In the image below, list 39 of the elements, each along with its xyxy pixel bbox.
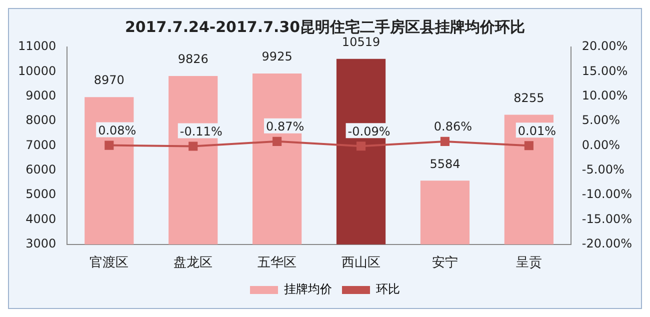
y2-tick-label: -20.00% — [582, 236, 632, 251]
y-tick-label: 9000 — [26, 88, 56, 102]
y2-tick-label: -15.00% — [582, 212, 632, 226]
y-tick-label: 4000 — [26, 212, 56, 226]
y2-tick-label: 5.00% — [582, 113, 620, 128]
legend-label: 环比 — [376, 282, 400, 296]
y-tick-label: 6000 — [26, 162, 56, 176]
data-label: 8970 — [94, 73, 124, 88]
x-tick-label: 西山区 — [342, 256, 381, 271]
x-tick-label: 呈贡 — [516, 256, 542, 271]
y2-tick-label: 15.00% — [582, 64, 628, 78]
data-label: 0.08% — [98, 123, 136, 138]
data-label: -0.11% — [180, 124, 222, 138]
x-tick-label: 五华区 — [258, 256, 297, 271]
y2-tick-label: -10.00% — [582, 187, 632, 202]
y2-tick-label: 0.00% — [582, 138, 620, 152]
y-tick-label: 10000 — [18, 64, 56, 78]
y2-tick-label: 10.00% — [582, 88, 628, 102]
x-tick-label: 官渡区 — [90, 254, 129, 271]
data-label: 5584 — [430, 156, 460, 171]
y-tick-label: 7000 — [26, 138, 56, 152]
y2-tick-label: 20.00% — [582, 39, 628, 54]
y-tick-label: 11000 — [18, 39, 56, 54]
data-label: 0.87% — [266, 120, 304, 134]
y-tick-label: 5000 — [26, 187, 56, 202]
data-label: 10519 — [342, 34, 380, 49]
data-label: 0.01% — [518, 124, 556, 138]
y-tick-label: 3000 — [26, 236, 56, 251]
x-tick-label: 盘龙区 — [174, 256, 213, 271]
data-label: 9826 — [178, 52, 208, 66]
data-label: 0.86% — [434, 120, 472, 134]
y-tick-label: 8000 — [26, 113, 56, 128]
data-label: 9925 — [262, 50, 292, 64]
x-tick-label: 安宁 — [432, 254, 458, 271]
legend-label: 挂牌均价 — [284, 282, 332, 296]
data-label: 8255 — [514, 90, 544, 105]
chart-title: 2017.7.24-2017.7.30昆明住宅二手房区县挂牌均价环比 — [124, 18, 526, 36]
y2-tick-label: -5.00% — [582, 162, 624, 176]
data-label: -0.09% — [348, 124, 390, 138]
